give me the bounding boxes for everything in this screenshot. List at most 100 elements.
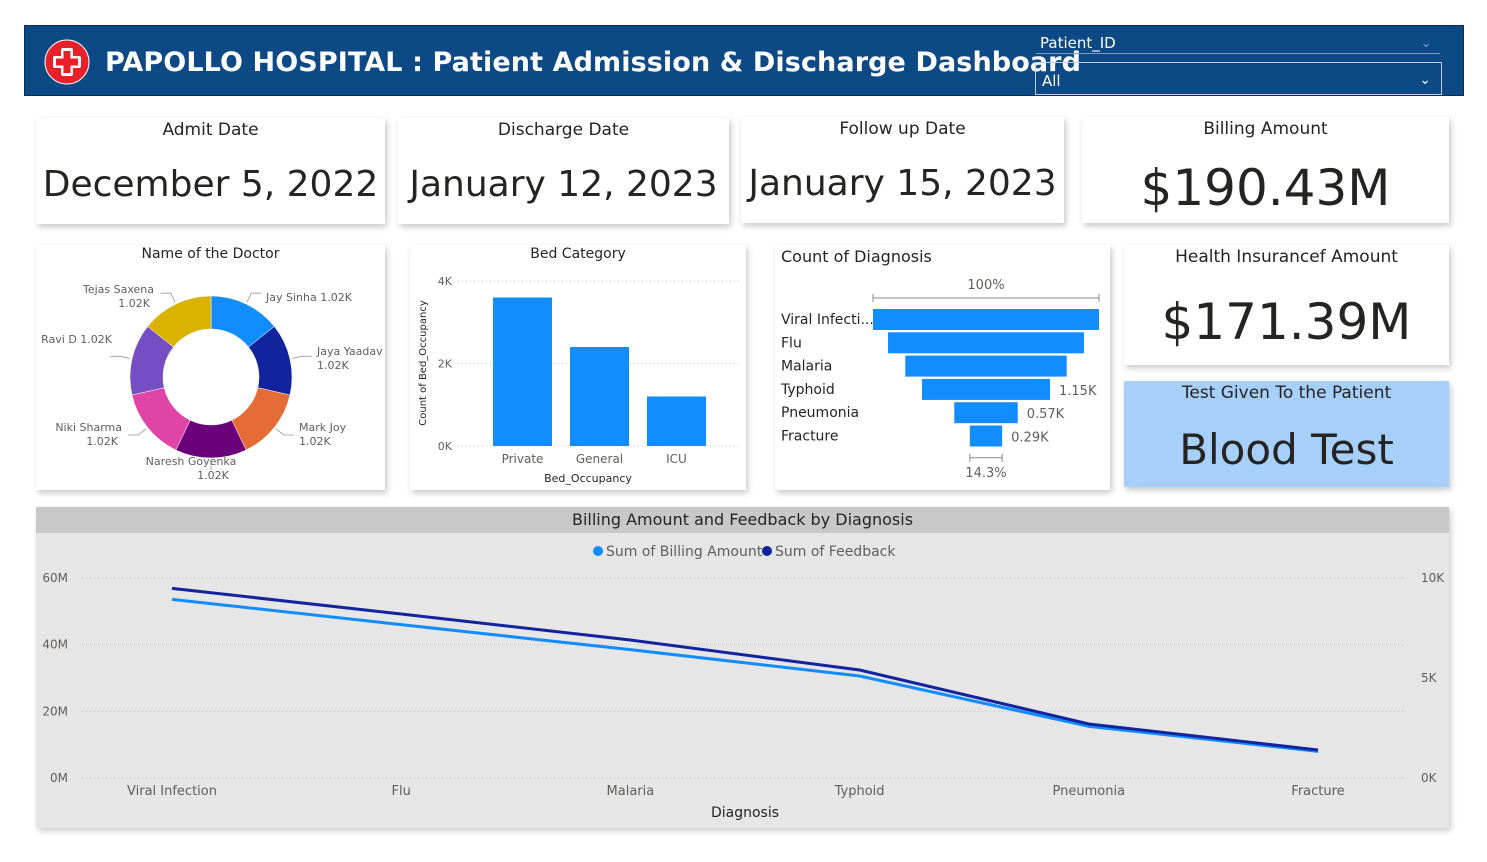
funnel-bar-0: [873, 309, 1099, 330]
funnel-category-label: Fracture: [781, 429, 839, 445]
line-y-right-tick: 5K: [1421, 671, 1438, 685]
bar-x-tick: ICU: [666, 452, 687, 466]
diagnosis-funnel-panel[interactable]: Count of Diagnosis 100% Viral Infecti... F…: [775, 245, 1110, 490]
kpi-value: $171.39M: [1161, 293, 1412, 351]
chart-title: Bed Category: [530, 246, 626, 262]
legend-marker: [593, 546, 603, 556]
funnel-bar-4: [954, 402, 1018, 424]
line-y-right-tick: 10K: [1421, 571, 1445, 585]
donut-value-label: 1.02K: [197, 469, 229, 482]
funnel-category-label: Viral Infecti...: [781, 312, 874, 328]
bed-category-bar-chart[interactable]: 0K 2K 4K Private General ICU Bed_Occupancy Coun…: [410, 245, 746, 490]
donut-leader-line: [246, 292, 262, 303]
funnel-bar-1: [888, 332, 1084, 354]
donut-label: Jay Sinha 1.02K: [265, 291, 353, 304]
donut-value-label: 1.02K: [86, 435, 118, 448]
line-x-tick: Viral Infection: [127, 784, 217, 799]
bar-x-tick: Private: [502, 452, 544, 466]
chart-title: Name of the Doctor: [141, 246, 280, 262]
donut-label: Niki Sharma: [55, 421, 122, 434]
bar-y-tick: 0K: [438, 440, 453, 453]
bed-category-panel[interactable]: Bed Category 0K 2K 4K Private General ICU Bed_…: [410, 245, 746, 490]
billing-feedback-panel[interactable]: Billing Amount and Feedback by Diagnosis…: [36, 507, 1449, 828]
donut-leader-line: [160, 292, 176, 303]
line-y-left-tick: 40M: [42, 638, 68, 652]
line-x-tick: Malaria: [607, 784, 655, 799]
bar-icu: [647, 396, 706, 446]
kpi-card-billing-amount[interactable]: Billing Amount $190.43M: [1082, 117, 1449, 223]
donut-slice-tejas-saxena: [147, 295, 212, 348]
funnel-top-percent: 100%: [967, 278, 1004, 293]
bar-general: [570, 347, 629, 446]
funnel-category-label: Malaria: [781, 359, 832, 375]
line-x-tick: Pneumonia: [1053, 784, 1126, 799]
funnel-data-label: 0.57K: [1027, 407, 1065, 422]
donut-label: Ravi D 1.02K: [41, 333, 113, 346]
funnel-category-label: Typhoid: [780, 382, 835, 398]
header-bar: [24, 25, 1464, 96]
donut-leader-line: [291, 355, 312, 359]
funnel-data-label: 1.15K: [1059, 384, 1097, 399]
kpi-label: Health Insurancef Amount: [1175, 247, 1398, 267]
dropdown-selected-value: All: [1042, 72, 1061, 90]
kpi-label: Billing Amount: [1203, 119, 1328, 139]
page-title: PAPOLLO HOSPITAL : Patient Admission & D…: [105, 47, 1082, 78]
legend-marker: [762, 546, 772, 556]
funnel-category-label: Flu: [781, 335, 802, 351]
line-y-left-tick: 60M: [42, 571, 68, 585]
kpi-value: January 15, 2023: [748, 163, 1057, 204]
bar-x-tick: General: [576, 452, 623, 466]
donut-value-label: 1.02K: [118, 297, 150, 310]
chevron-down-icon[interactable]: ⌄: [1419, 72, 1431, 88]
legend-label: Sum of Feedback: [775, 544, 896, 560]
chart-title: Count of Diagnosis: [781, 247, 932, 266]
kpi-label: Test Given To the Patient: [1181, 383, 1392, 403]
bar-y-tick: 2K: [438, 358, 453, 371]
chevron-down-icon[interactable]: ⌄: [1420, 35, 1432, 51]
legend-label: Sum of Billing Amount: [606, 544, 763, 560]
donut-label: Mark Joy: [299, 421, 347, 434]
slicer-label: Patient_ID: [1040, 34, 1116, 52]
kpi-label: Discharge Date: [497, 120, 630, 140]
kpi-card-test-given[interactable]: Test Given To the Patient Blood Test: [1124, 381, 1449, 487]
slicer-header-patient-id[interactable]: Patient_ID ⌄: [1036, 31, 1440, 54]
kpi-card-insurance-amount[interactable]: Health Insurancef Amount $171.39M: [1124, 245, 1449, 365]
chart-title: Billing Amount and Feedback by Diagnosis: [571, 510, 914, 529]
line-x-tick: Fracture: [1291, 784, 1344, 799]
line-x-tick: Typhoid: [834, 784, 885, 799]
donut-value-label: 1.02K: [317, 359, 349, 372]
donut-leader-line: [110, 355, 131, 359]
line-x-tick: Flu: [392, 784, 411, 799]
funnel-bar-5: [969, 425, 1003, 447]
line-series-sum-of-billing-amount: [171, 597, 1319, 753]
kpi-card-discharge-date[interactable]: Discharge Date January 12, 2023: [398, 118, 729, 224]
kpi-value: $190.43M: [1140, 159, 1391, 217]
doctor-donut-panel[interactable]: Name of the Doctor Jay Sinha 1.02K Jaya Y…: [36, 245, 385, 490]
line-x-axis-label: Diagnosis: [711, 805, 779, 821]
billing-feedback-line-chart[interactable]: Sum of Billing Amount Sum of Feedback 0M 20…: [36, 507, 1449, 828]
donut-label: Tejas Saxena: [82, 283, 154, 296]
line-y-right-tick: 0K: [1421, 771, 1438, 785]
patient-id-dropdown[interactable]: All ⌄: [1035, 62, 1442, 95]
kpi-card-admit-date[interactable]: Admit Date December 5, 2022: [36, 118, 385, 224]
diagnosis-funnel-chart[interactable]: 100% Viral Infecti... Flu Malaria Typhoid 1.1…: [775, 245, 1110, 490]
bar-y-tick: 4K: [438, 275, 453, 288]
kpi-card-follow-up-date[interactable]: Follow up Date January 15, 2023: [741, 117, 1064, 223]
funnel-bar-2: [905, 355, 1067, 377]
kpi-value: Blood Test: [1179, 425, 1394, 474]
kpi-value: December 5, 2022: [42, 164, 379, 205]
donut-value-label: 1.02K: [299, 435, 331, 448]
line-series-sum-of-feedback: [171, 586, 1319, 752]
medical-cross-icon: [44, 39, 90, 85]
bar-private: [493, 297, 552, 446]
funnel-bottom-percent: 14.3%: [965, 466, 1006, 481]
line-y-left-tick: 20M: [42, 704, 68, 718]
kpi-label: Follow up Date: [839, 119, 966, 139]
chart-title-bar: [36, 507, 1449, 533]
kpi-value: January 12, 2023: [409, 164, 718, 205]
donut-label: Naresh Goyenka: [146, 455, 237, 468]
donut-leader-line: [275, 428, 294, 436]
donut-leader-line: [128, 428, 147, 436]
funnel-bar-3: [921, 378, 1051, 400]
